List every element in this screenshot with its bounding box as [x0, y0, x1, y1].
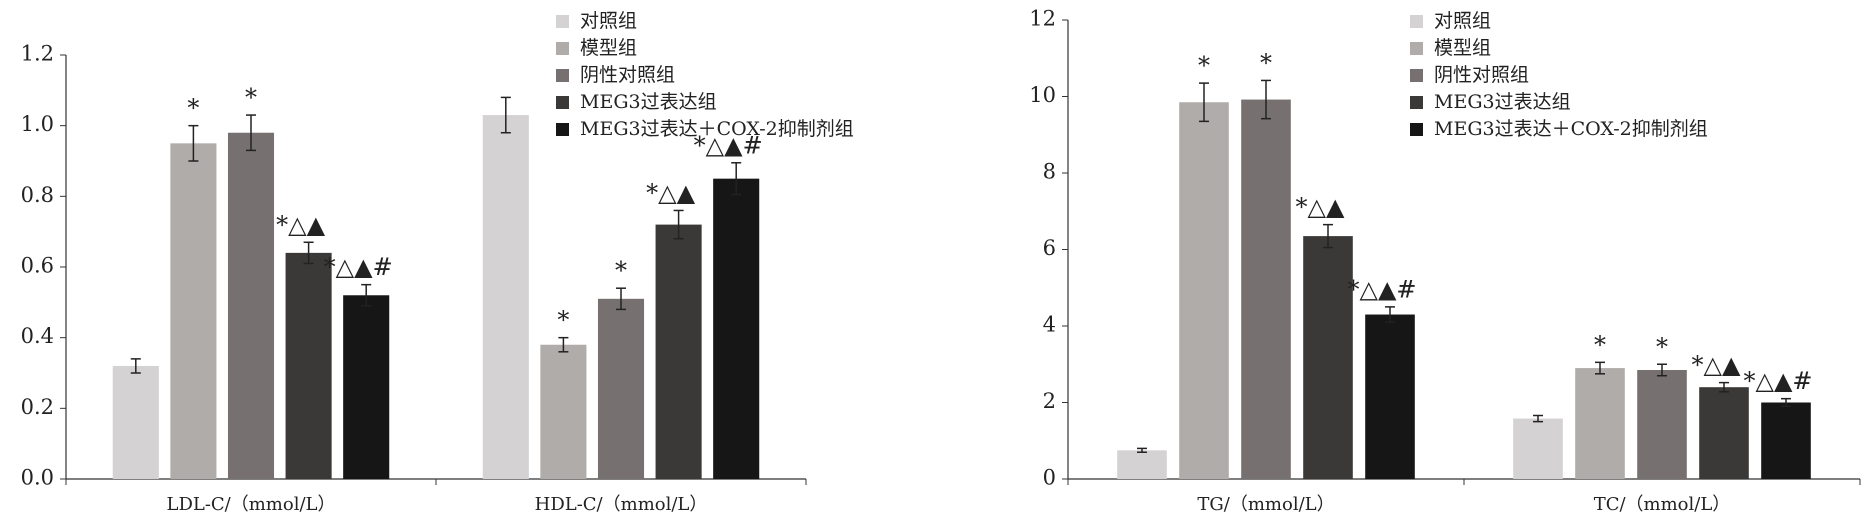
- y-tick-label: 0.0: [21, 466, 54, 490]
- x-tick-label: TG/（mmol/L）: [1197, 494, 1334, 515]
- significance-label: *: [1656, 333, 1668, 361]
- bar: [1303, 236, 1353, 479]
- legend-swatch: [1410, 69, 1423, 82]
- bar: [1637, 369, 1687, 479]
- bar: [482, 115, 529, 480]
- legend-label: 对照组: [1434, 10, 1491, 32]
- legend-label: 阴性对照组: [580, 64, 675, 86]
- bar: [1513, 418, 1563, 479]
- y-tick-label: 0: [1043, 466, 1056, 490]
- x-tick-label: LDL-C/（mmol/L）: [166, 494, 335, 515]
- x-tick-label: TC/（mmol/L）: [1594, 494, 1731, 515]
- y-tick-label: 6: [1043, 236, 1056, 260]
- significance-label: *: [245, 84, 257, 112]
- y-tick-label: 8: [1043, 160, 1056, 184]
- significance-label: *△▲: [1692, 351, 1741, 379]
- significance-label: *△▲#: [324, 253, 393, 281]
- y-tick-label: 2: [1043, 389, 1056, 413]
- bar: [112, 365, 159, 479]
- significance-label: *: [187, 94, 199, 122]
- y-tick-label: 0.4: [21, 324, 54, 348]
- y-tick-label: 1.0: [21, 112, 54, 136]
- legend-label: 模型组: [580, 37, 637, 59]
- legend-label: 模型组: [1434, 37, 1491, 59]
- bar: [540, 344, 587, 479]
- significance-label: *△▲: [1296, 193, 1345, 221]
- bar: [343, 295, 390, 479]
- bar: [1575, 368, 1625, 479]
- significance-label: *: [1198, 52, 1210, 80]
- legend-label: MEG3过表达＋COX-2抑制剂组: [1434, 118, 1708, 140]
- bar: [1365, 314, 1415, 479]
- x-tick-label: HDL-C/（mmol/L）: [535, 494, 708, 515]
- bar: [1241, 99, 1291, 479]
- bar: [1699, 387, 1749, 479]
- y-tick-label: 4: [1043, 313, 1056, 337]
- significance-label: *: [1260, 49, 1272, 77]
- significance-label: *: [615, 257, 627, 285]
- y-tick-label: 10: [1029, 83, 1056, 107]
- legend-label: MEG3过表达组: [1434, 91, 1571, 113]
- legend-label: MEG3过表达＋COX-2抑制剂组: [580, 118, 854, 140]
- significance-label: *: [557, 306, 569, 334]
- y-tick-label: 12: [1029, 7, 1056, 31]
- legend-swatch: [1410, 15, 1423, 28]
- legend-swatch: [1410, 96, 1423, 109]
- legend-swatch: [556, 42, 569, 55]
- bar: [1117, 450, 1167, 479]
- legend-label: 对照组: [580, 10, 637, 32]
- bar: [597, 298, 645, 479]
- significance-label: *: [1594, 331, 1606, 359]
- bar: [227, 132, 275, 479]
- significance-label: *△▲#: [694, 131, 763, 159]
- legend-swatch: [1410, 42, 1423, 55]
- bar: [713, 178, 760, 479]
- y-tick-label: 1.2: [21, 42, 54, 66]
- legend-label: MEG3过表达组: [580, 91, 717, 113]
- significance-label: *△▲: [276, 211, 325, 239]
- legend-swatch: [556, 123, 569, 136]
- legend-swatch: [556, 69, 569, 82]
- bar: [285, 252, 332, 479]
- significance-label: *△▲#: [1347, 275, 1416, 303]
- y-tick-label: 0.2: [21, 395, 54, 419]
- bar: [1761, 402, 1811, 479]
- bar: [655, 224, 702, 479]
- legend-label: 阴性对照组: [1434, 64, 1529, 86]
- legend-swatch: [556, 15, 569, 28]
- bar: [170, 143, 217, 480]
- y-tick-label: 0.8: [21, 183, 54, 207]
- significance-label: *△▲#: [1743, 367, 1812, 395]
- legend-swatch: [1410, 123, 1423, 136]
- bar: [1179, 102, 1229, 480]
- significance-label: *△▲: [646, 179, 695, 207]
- legend-swatch: [556, 96, 569, 109]
- y-tick-label: 0.6: [21, 254, 54, 278]
